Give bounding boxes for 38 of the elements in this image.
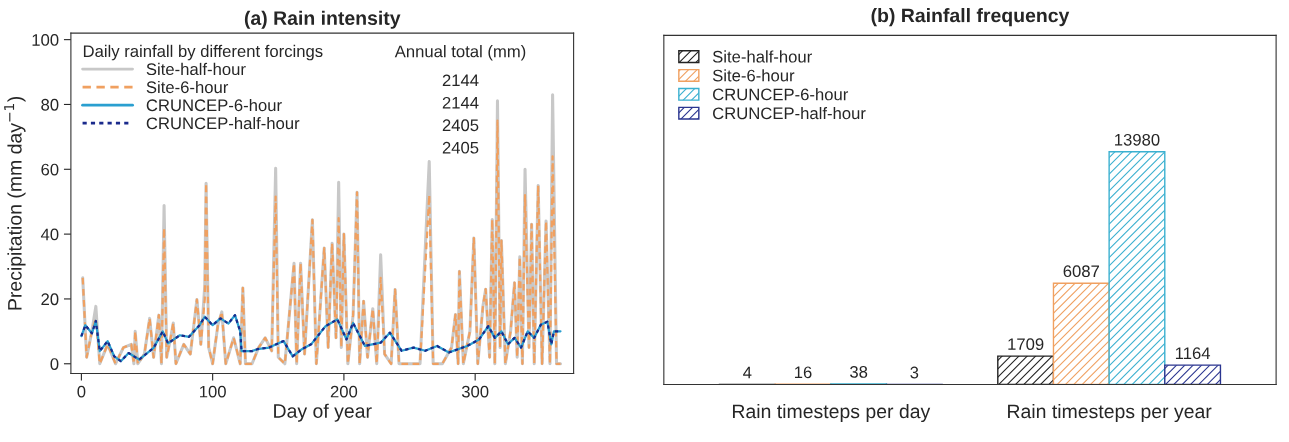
legend-label: Site-half-hour	[146, 62, 246, 76]
data-label: 4	[743, 366, 752, 379]
y-tick-label: 100	[32, 34, 59, 46]
y-tick-label: 0	[50, 358, 59, 370]
x-tick-label: Rain timesteps per year	[1008, 403, 1212, 423]
x-tick-label: 0	[77, 385, 86, 398]
data-label: 1709	[1008, 338, 1044, 351]
annotation: 2144	[442, 96, 479, 109]
legend-label: CRUNCEP-6-hour	[146, 98, 282, 112]
data-label: 13980	[1115, 133, 1160, 146]
chart-title: (a) Rain intensity	[244, 10, 401, 29]
legend-label: CRUNCEP-half-hour	[146, 116, 300, 130]
data-label: 16	[794, 366, 812, 379]
y-tick-label: 20	[41, 293, 59, 306]
x-axis-title: Day of year	[274, 403, 372, 422]
y-axis-title: Precipitation (mm day$^{−1}$)	[4, 96, 26, 310]
data-label: 6087	[1063, 265, 1099, 278]
x-tick-label: 300	[461, 385, 489, 398]
legend-label: CRUNCEP-half-hour	[713, 106, 866, 120]
annotation: 2405	[442, 141, 479, 154]
x-tick-label: 100	[200, 385, 226, 398]
x-tick-label: Rain timesteps per day	[732, 403, 931, 423]
annotation: 2405	[442, 119, 479, 132]
y-tick-label: 40	[40, 228, 59, 241]
data-label: 38	[850, 366, 868, 378]
annotation: Annual total (mm)	[394, 45, 526, 61]
legend-label: Site-6-hour	[712, 69, 795, 82]
legend-label: Site-6-hour	[146, 80, 229, 94]
data-label: 3	[910, 366, 919, 379]
legend-label: CRUNCEP-6-hour	[713, 88, 849, 101]
chart-title: (b) Rainfall frequency	[871, 8, 1070, 27]
data-label: 1164	[1175, 347, 1211, 360]
y-tick-label: 60	[41, 163, 59, 176]
legend-label: Site-half-hour	[712, 50, 812, 63]
y-tick-label: 80	[41, 98, 59, 111]
legend-title: Daily rainfall by different forcings	[83, 44, 323, 61]
annotation: 2144	[442, 74, 479, 87]
x-tick-label: 200	[330, 385, 358, 398]
